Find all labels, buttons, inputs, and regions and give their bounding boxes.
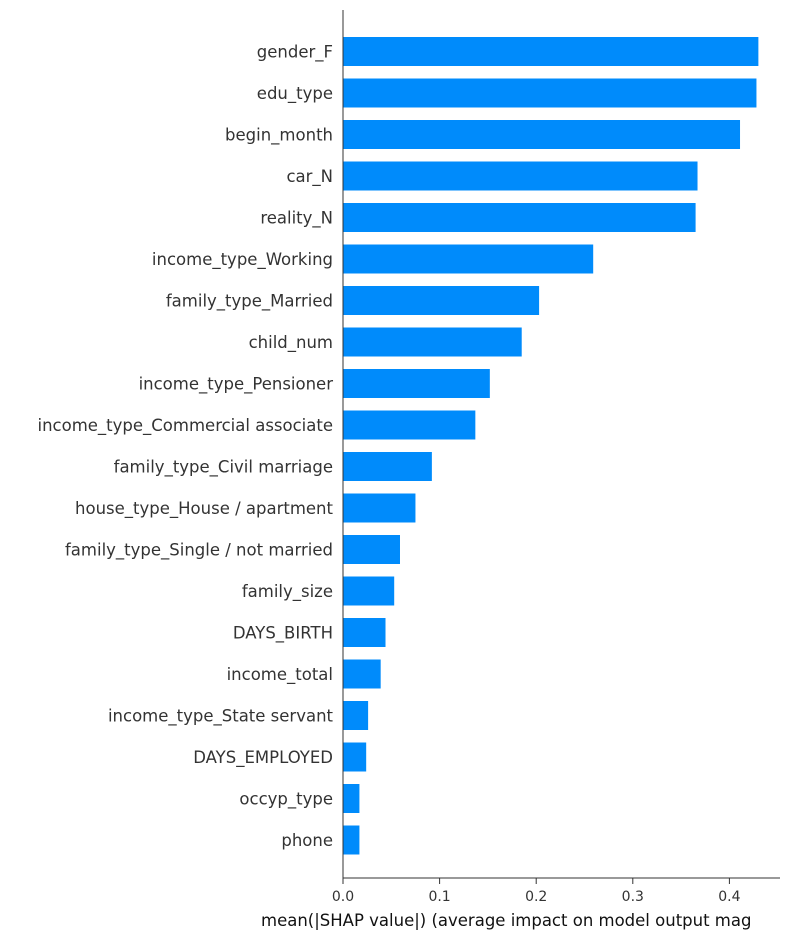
x-axis-label: mean(|SHAP value|) (average impact on mo… (261, 911, 751, 930)
bar-7 (343, 327, 522, 357)
bar-2 (343, 120, 741, 149)
bar-0 (343, 37, 759, 66)
x-tick-label-1: 0.1 (428, 889, 450, 905)
bar-16 (343, 701, 369, 730)
x-tick-label-4: 0.4 (718, 889, 740, 905)
category-label-10: family_type_Civil marriage (114, 458, 333, 478)
category-label-18: occyp_type (239, 790, 333, 810)
category-label-11: house_type_House / apartment (75, 499, 334, 519)
x-tick-label-3: 0.3 (622, 889, 644, 905)
bar-5 (343, 244, 594, 274)
bar-6 (343, 286, 540, 315)
bar-12 (343, 535, 400, 564)
category-label-8: income_type_Pensioner (139, 375, 334, 395)
bar-15 (343, 659, 381, 689)
bar-4 (343, 203, 696, 232)
category-label-7: child_num (249, 333, 333, 353)
bar-10 (343, 452, 432, 481)
bars-layer (343, 37, 759, 855)
category-label-4: reality_N (260, 209, 333, 229)
category-label-13: family_size (242, 582, 333, 602)
category-label-19: phone (281, 831, 333, 850)
x-tick-label-0: 0.0 (332, 889, 354, 905)
category-label-14: DAYS_BIRTH (233, 624, 333, 644)
x-tick-label-2: 0.2 (525, 889, 547, 905)
category-label-0: gender_F (257, 43, 333, 63)
category-label-5: income_type_Working (152, 250, 333, 270)
category-label-12: family_type_Single / not married (65, 541, 333, 561)
bar-1 (343, 78, 757, 108)
category-label-9: income_type_Commercial associate (37, 416, 333, 436)
category-label-1: edu_type (257, 84, 333, 104)
bar-19 (343, 825, 360, 855)
category-label-2: begin_month (225, 126, 333, 146)
category-labels: gender_F edu_type begin_month car_N reality_… (37, 43, 333, 851)
bar-11 (343, 493, 416, 523)
category-label-16: income_type_State servant (108, 707, 334, 727)
category-label-6: family_type_Married (166, 292, 333, 312)
bar-9 (343, 410, 476, 440)
x-ticks: 0.0 0.1 0.2 0.3 0.4 (332, 878, 741, 905)
category-label-17: DAYS_EMPLOYED (193, 748, 333, 768)
category-label-15: income_total (227, 665, 333, 685)
bar-13 (343, 576, 395, 606)
bar-18 (343, 784, 360, 813)
bar-3 (343, 161, 698, 191)
category-label-3: car_N (286, 167, 333, 187)
bar-17 (343, 742, 367, 772)
bar-14 (343, 618, 386, 647)
bar-8 (343, 369, 490, 398)
